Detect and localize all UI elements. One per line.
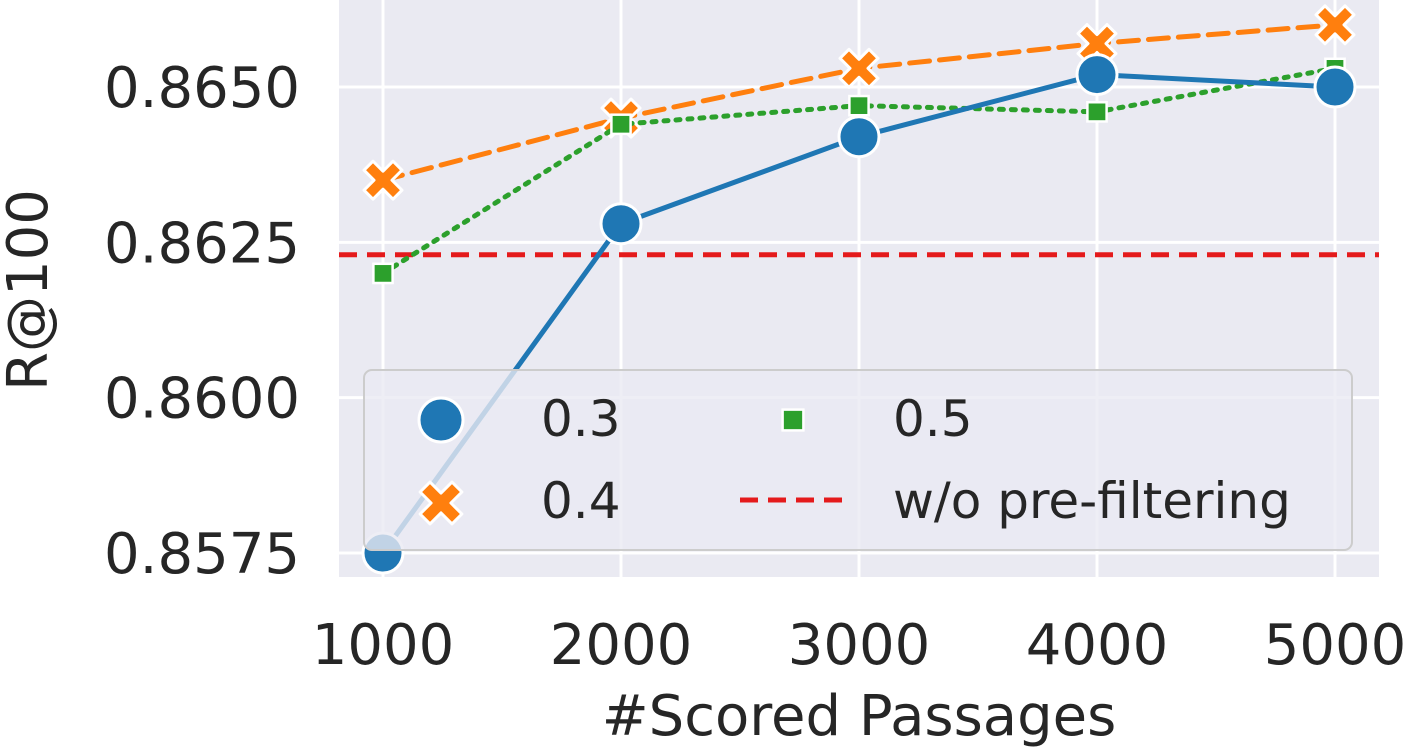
x-tick-label-4: 5000 bbox=[1264, 613, 1407, 678]
legend-frame bbox=[363, 369, 1353, 551]
x-tick-label-0: 1000 bbox=[312, 613, 455, 678]
series-0-3 bbox=[361, 53, 1357, 575]
data-point-0-3-3 bbox=[1075, 53, 1119, 97]
data-point-0-3-2 bbox=[837, 115, 881, 159]
data-point-0-5-0 bbox=[372, 262, 394, 285]
legend-label-reference: w/o pre-filtering bbox=[893, 472, 1291, 530]
legend-marker-0-5 bbox=[781, 408, 805, 432]
legend-label-0-4: 0.4 bbox=[541, 472, 621, 530]
x-axis-label: #Scored Passages bbox=[602, 684, 1117, 749]
x-tick-label-2: 3000 bbox=[788, 613, 931, 678]
y-tick-label-2: 0.8625 bbox=[104, 211, 300, 276]
x-tick-label-1: 2000 bbox=[550, 613, 693, 678]
data-point-0-3-1 bbox=[599, 202, 643, 246]
y-axis-label: R@100 bbox=[0, 189, 61, 391]
data-point-0-5-3 bbox=[1086, 101, 1108, 123]
legend-label-0-5: 0.5 bbox=[893, 390, 973, 448]
legend-circle-marker bbox=[417, 396, 465, 444]
y-tick-label-3: 0.8650 bbox=[104, 56, 300, 121]
legend-marker-0-4 bbox=[418, 480, 464, 526]
data-point-0-5-1 bbox=[610, 113, 632, 136]
legend-label-0-3: 0.3 bbox=[541, 390, 621, 448]
data-point-0-4-4 bbox=[1314, 4, 1356, 46]
data-point-0-3-4 bbox=[1313, 65, 1357, 109]
data-point-0-4-0 bbox=[362, 159, 404, 201]
y-tick-label-0: 0.8575 bbox=[104, 522, 300, 587]
legend-marker-0-3 bbox=[417, 396, 465, 444]
legend-x-marker bbox=[418, 480, 464, 526]
legend: 0.3 0.4 0.5 w/o pre-filtering bbox=[363, 369, 1353, 551]
data-point-0-5-2 bbox=[848, 94, 870, 117]
y-tick-label-1: 0.8600 bbox=[104, 367, 300, 432]
series-layer bbox=[361, 4, 1357, 575]
legend-square-marker bbox=[781, 408, 805, 432]
x-tick-label-3: 4000 bbox=[1026, 613, 1169, 678]
tick-labels: 1000 2000 3000 4000 5000 0.8575 0.8600 0.8625 0.… bbox=[104, 56, 1406, 678]
data-point-0-4-2 bbox=[838, 47, 880, 89]
